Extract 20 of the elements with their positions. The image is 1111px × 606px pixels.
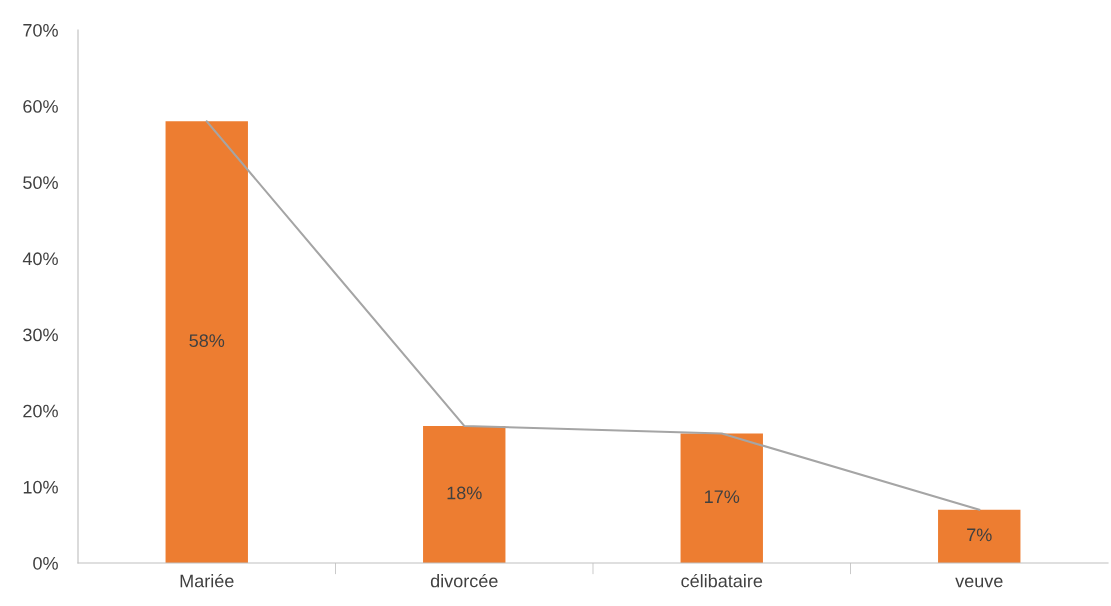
y-tick-label: 50%	[23, 176, 58, 190]
bar	[680, 433, 763, 563]
y-tick-label: 70%	[23, 23, 58, 37]
y-tick-label: 40%	[22, 252, 58, 266]
data-label: 7%	[967, 528, 992, 542]
y-tick-label: 10%	[23, 480, 58, 494]
x-tick-label: Mariée	[180, 573, 234, 588]
bar	[423, 425, 506, 563]
data-label: 58%	[189, 334, 225, 348]
y-tick-label: 60%	[23, 100, 58, 113]
x-tick-label: divorcée	[430, 573, 498, 588]
y-tick-label: 20%	[23, 404, 58, 418]
y-tick-label: 0%	[33, 556, 58, 570]
bar	[938, 509, 1021, 563]
y-tick-label: 30%	[23, 328, 58, 342]
x-tick-label: célibataire	[681, 573, 763, 588]
data-label: 18%	[447, 486, 482, 500]
x-tick-label: veuve	[955, 577, 1003, 588]
bar	[165, 121, 248, 563]
data-label: 17%	[705, 490, 740, 504]
